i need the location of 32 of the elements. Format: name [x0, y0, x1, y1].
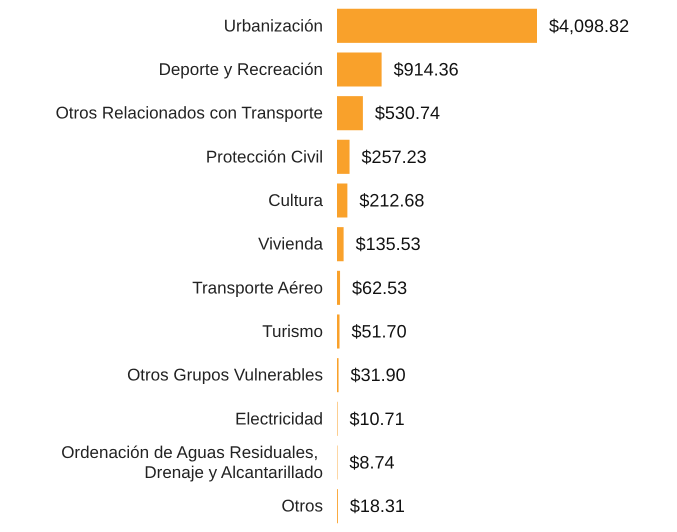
data-label: $18.31 — [350, 496, 405, 516]
y-tick-label: Urbanización — [224, 16, 323, 36]
bar — [337, 270, 340, 305]
data-label: $10.71 — [350, 408, 405, 429]
data-label: $135.53 — [356, 234, 421, 254]
data-label: $8.74 — [349, 452, 394, 472]
data-label: $212.68 — [359, 190, 424, 210]
y-tick-label: Protección Civil — [206, 147, 323, 166]
y-tick-label: Cultura — [268, 191, 324, 210]
bar — [337, 227, 344, 262]
data-label: $62.53 — [352, 278, 408, 298]
data-label: $530.74 — [374, 103, 440, 124]
y-tick-label: Transporte Aéreo — [192, 278, 323, 298]
bar — [337, 183, 348, 218]
y-tick-label: Vivienda — [258, 234, 324, 254]
y-tick-label: Ordenación de Aguas Residuales, Drenaje y Alcantarillado — [61, 443, 323, 482]
y-tick-label: Turismo — [262, 322, 323, 341]
y-tick-label: Deporte y Recreación — [158, 60, 323, 79]
y-tick-label: Otros Grupos Vulnerables — [127, 366, 323, 385]
bar — [337, 140, 350, 174]
bar — [337, 8, 537, 43]
y-tick-label: Otros Relacionados con Transporte — [56, 104, 323, 123]
bar — [337, 314, 340, 349]
y-tick-label: Otros — [281, 496, 323, 516]
bar — [337, 52, 382, 87]
y-tick-label: Electricidad — [235, 409, 323, 428]
data-label: $257.23 — [362, 146, 427, 167]
bar — [337, 96, 363, 130]
data-label: $31.90 — [350, 365, 406, 386]
data-label: $914.36 — [394, 60, 459, 80]
data-label: $51.70 — [352, 322, 407, 342]
data-label: $4,098.82 — [549, 16, 630, 36]
